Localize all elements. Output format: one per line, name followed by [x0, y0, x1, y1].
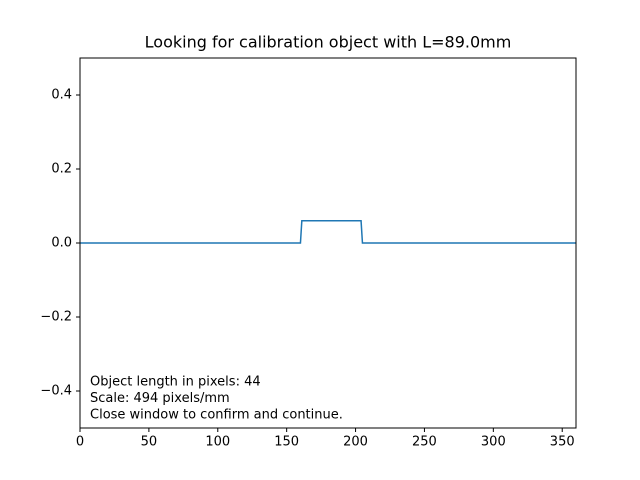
y-tick-label: 0.2 [51, 162, 72, 177]
x-tick-label: 250 [412, 435, 437, 450]
y-tick-label: 0.0 [51, 236, 72, 251]
x-tick-label: 150 [274, 435, 299, 450]
annotation: Scale: 494 pixels/mm [90, 391, 230, 406]
x-tick-label: 300 [481, 435, 506, 450]
plot-frame [79, 57, 577, 429]
x-tick-label: 200 [343, 435, 368, 450]
x-tick-label: 0 [76, 435, 84, 450]
y-tick-label: 0.4 [51, 88, 72, 103]
x-tick-label: 100 [205, 435, 230, 450]
y-tick-label: −0.2 [40, 310, 72, 325]
line [80, 220, 576, 244]
annotation: Close window to confirm and continue. [90, 408, 343, 423]
x-tick-label: 50 [141, 435, 158, 450]
chart-title: Looking for calibration object with L=89… [145, 33, 512, 52]
annotation: Object length in pixels: 44 [90, 375, 261, 390]
y-tick-label: −0.4 [40, 384, 72, 399]
x-tick-label: 350 [550, 435, 575, 450]
